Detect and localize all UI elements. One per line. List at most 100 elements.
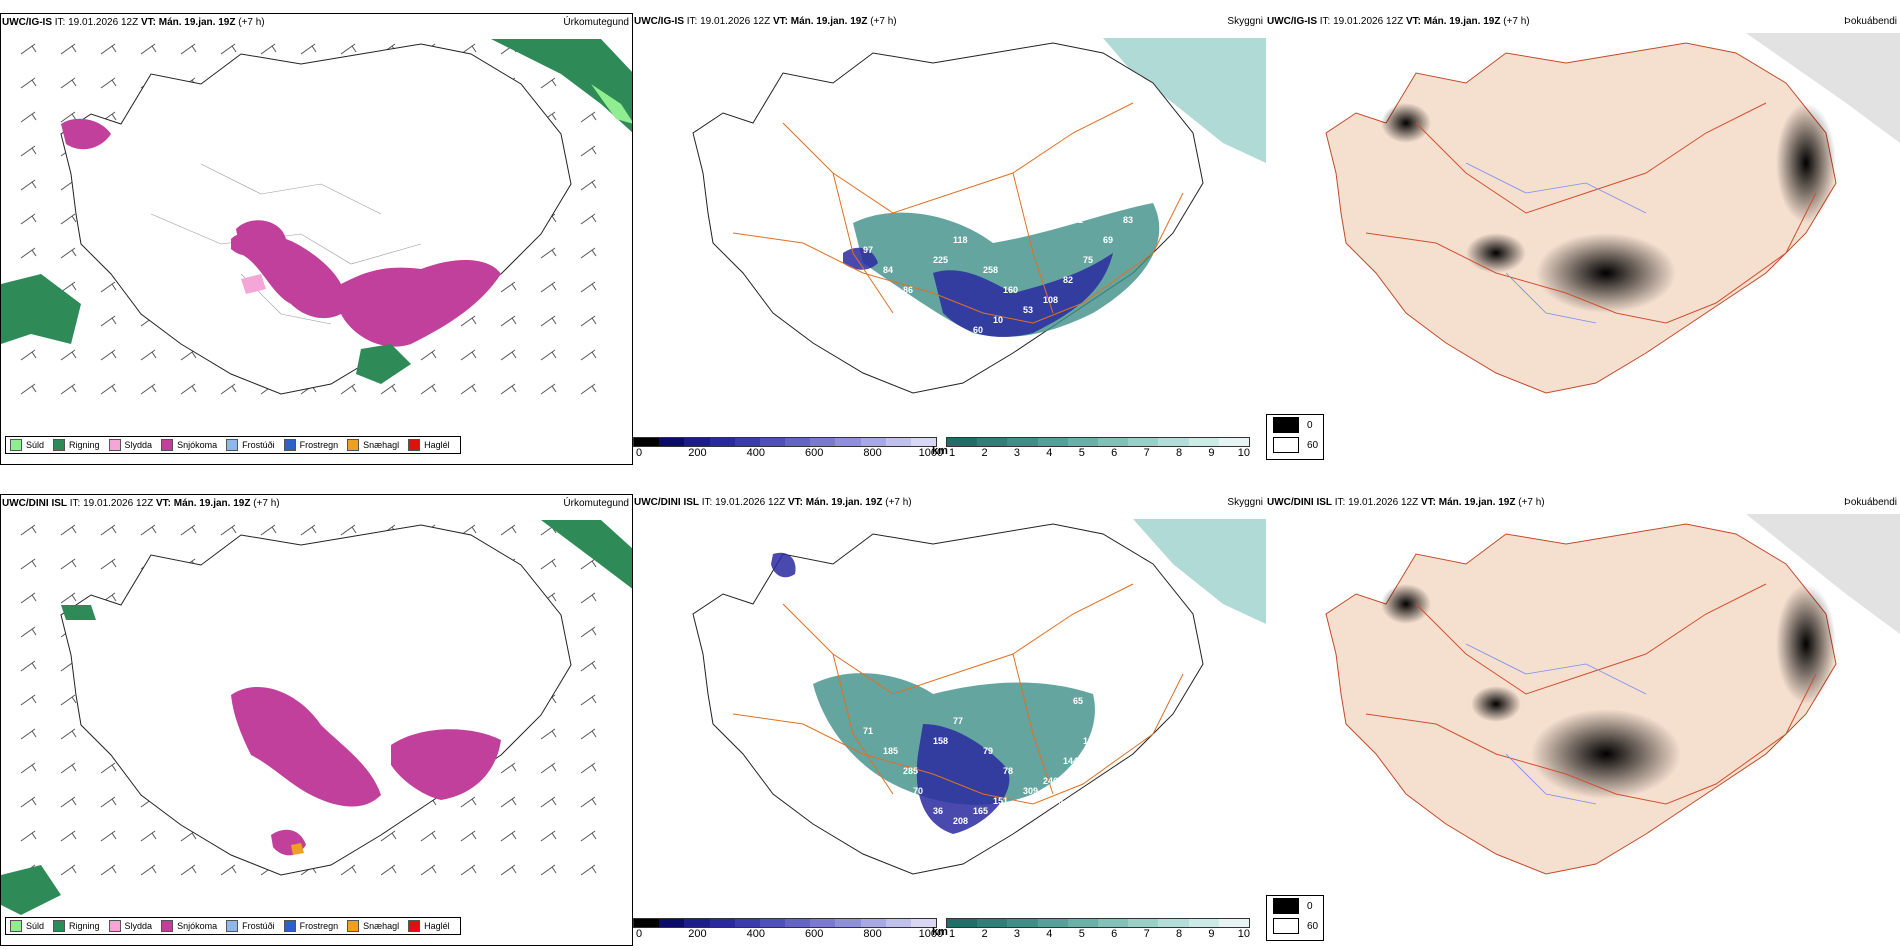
panel-title: UWC/IG-IS IT: 19.01.2026 12Z VT: Mán. 19…: [2, 17, 265, 28]
visibility-label: 58: [1033, 806, 1043, 816]
legend-item: Frostúði: [226, 439, 275, 451]
wind-barb: [300, 524, 317, 536]
legend-item: Snjókoma: [161, 920, 217, 932]
wind-barb: [60, 796, 77, 808]
roads: [1365, 102, 1817, 324]
visibility-label: 118: [953, 235, 968, 245]
wind-barb: [20, 145, 37, 157]
visibility-label: 62: [1013, 335, 1023, 345]
legend-swatch: [108, 439, 121, 451]
colorbar-tick: 1000: [918, 928, 944, 940]
panel-variable-name: Skyggni: [1227, 497, 1263, 508]
colorbar-tick: 200: [688, 447, 707, 459]
sea-fog-area: [1133, 519, 1266, 624]
wind-barb: [100, 383, 117, 395]
colorbar-unit: km: [932, 445, 948, 457]
visibility-label: 285: [903, 766, 918, 776]
visibility-label: 75: [1083, 255, 1093, 265]
visibility-label: 36: [933, 806, 943, 816]
colorbar-cell: [860, 438, 886, 446]
colorbar-cell: [885, 919, 911, 927]
panel-variable-name: Þokuábendi: [1844, 497, 1897, 508]
wind-barb: [580, 762, 597, 774]
legend-swatch: [408, 439, 421, 451]
wind-barb: [460, 383, 477, 395]
legend-label: Haglél: [424, 440, 450, 450]
wind-barb: [380, 864, 397, 876]
wind-barb: [20, 592, 37, 604]
wind-barb: [60, 592, 77, 604]
wind-barb: [140, 864, 157, 876]
low-vis-blue: [843, 247, 878, 270]
wind-barb: [580, 213, 597, 225]
rain-area: [491, 39, 632, 133]
snow-area: [61, 118, 111, 150]
visibility-label: 309: [1023, 786, 1038, 796]
colorbar-cell: [1188, 919, 1219, 927]
legend-item: Slydda: [108, 920, 152, 932]
legend-swatch: [161, 439, 174, 451]
wind-barb: [460, 830, 477, 842]
visibility-label: 158: [933, 736, 948, 746]
snow-area: [231, 233, 259, 256]
wind-barb: [380, 830, 397, 842]
wind-barb: [380, 383, 397, 395]
wind-barb: [60, 728, 77, 740]
wind-barb: [180, 349, 197, 361]
wind-barb: [100, 762, 117, 774]
colorbar-tick: 600: [804, 447, 824, 459]
km-colorbar: km 1 2 3 4 5 6 7 8 9 10: [932, 437, 1250, 459]
colorbar-tick: 1000: [918, 447, 944, 459]
wind-barb: [500, 383, 517, 395]
wind-barb: [580, 558, 597, 570]
colorbar-tick: 4: [1046, 928, 1053, 940]
wind-barb: [580, 728, 597, 740]
wind-barb: [60, 111, 77, 123]
legend-swatch: [10, 920, 22, 932]
colorbar-cell: [977, 438, 1008, 446]
legend-item: Rigning: [53, 920, 100, 932]
fog-core: [1776, 103, 1836, 223]
wind-barb: [100, 524, 117, 536]
colorbar-cell: [734, 919, 760, 927]
colorbar-cell: [659, 438, 685, 446]
wind-barb: [300, 43, 317, 55]
legend-item: Snæhagl: [347, 920, 399, 932]
visibility-label: 77: [953, 716, 963, 726]
visibility-label: 79: [983, 746, 993, 756]
wind-barb: [540, 349, 557, 361]
wind-barb: [340, 43, 357, 55]
wind-barb: [580, 626, 597, 638]
colorbar-tick: 8: [1176, 447, 1183, 459]
colorbar-cell: [734, 438, 760, 446]
visibility-label: 63: [873, 786, 883, 796]
wind-barb: [20, 694, 37, 706]
visibility-label: 65: [1073, 696, 1083, 706]
colorbar-cell: [835, 919, 861, 927]
colorbar-cell: [810, 919, 836, 927]
legend-item: Haglél: [408, 439, 450, 451]
cloud-key-swatch: [1273, 417, 1299, 433]
fog-core: [1466, 233, 1526, 273]
wind-barb: [20, 179, 37, 191]
wind-barb: [580, 315, 597, 327]
visibility-label: 165: [973, 806, 988, 816]
visibility-label: 225: [933, 255, 948, 265]
snow-area: [236, 220, 501, 347]
visibility-label: 246: [1043, 776, 1058, 786]
colorbar-tick: 7: [1143, 928, 1150, 940]
visibility-label: 86: [903, 285, 913, 295]
wind-barb: [540, 762, 557, 774]
visibility-label: 82: [1063, 275, 1073, 285]
legend-swatch: [226, 439, 239, 451]
colorbar-tick: 8: [1176, 928, 1183, 940]
visibility-panel-row1: UWC/IG-IS IT: 19.01.2026 12Z VT: Mán. 19…: [633, 13, 1266, 465]
wind-barb: [500, 830, 517, 842]
visibility-label: 151: [993, 796, 1008, 806]
visibility-label: 115: [1093, 195, 1108, 205]
colorbar-tick: 0: [636, 928, 643, 940]
visibility-label: 73: [1153, 656, 1163, 666]
wind-barb: [580, 660, 597, 672]
wind-barb: [460, 349, 477, 361]
